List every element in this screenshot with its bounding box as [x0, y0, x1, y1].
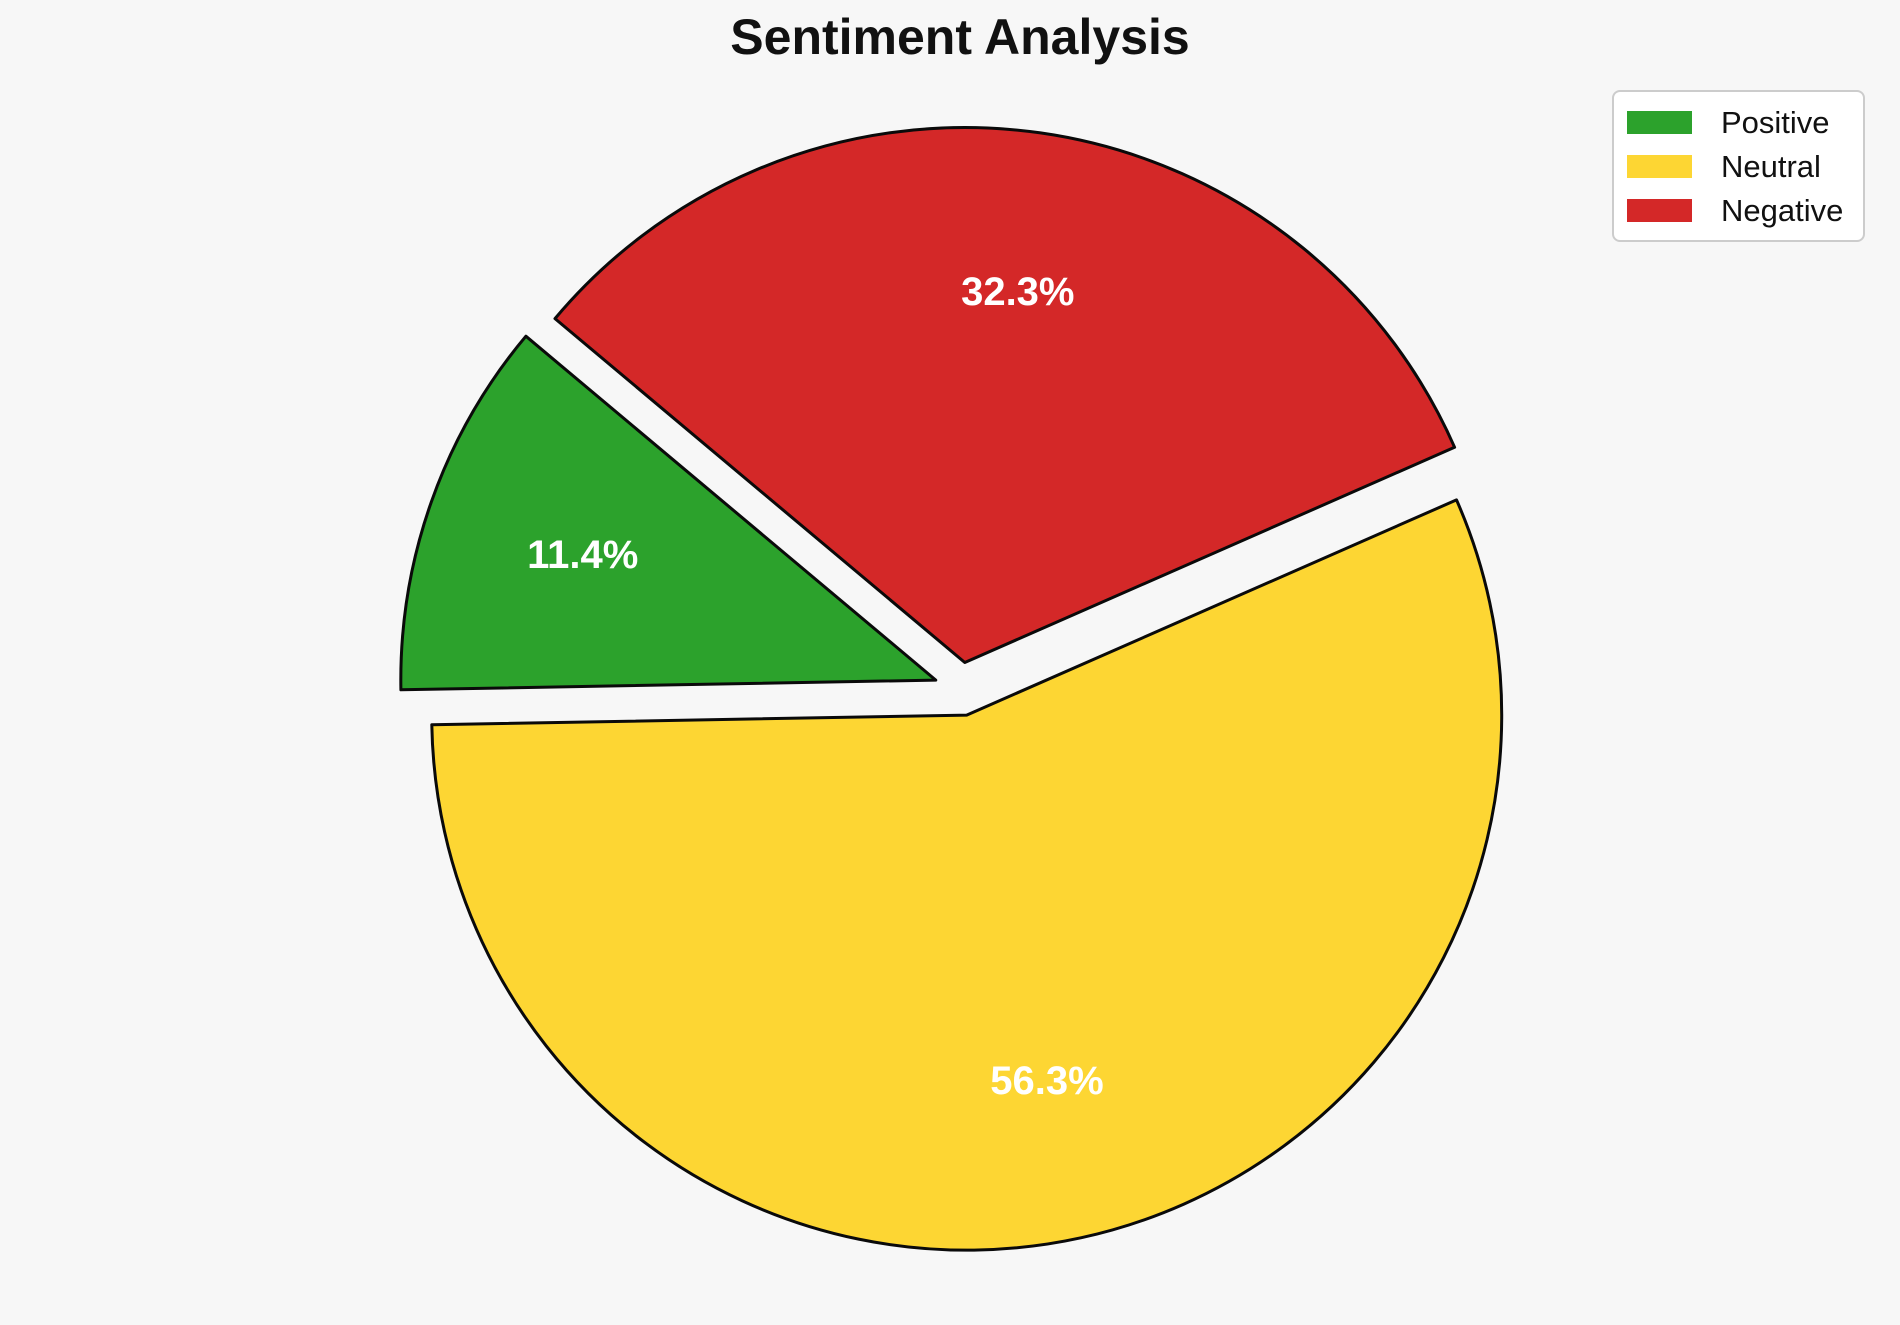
legend-box: Positive Neutral Negative	[1612, 90, 1866, 242]
pct-label-positive: 11.4%	[527, 533, 638, 577]
legend-label-neutral: Neutral	[1721, 148, 1821, 184]
legend-entry-neutral: Neutral	[1627, 144, 1843, 188]
legend-entry-positive: Positive	[1627, 100, 1843, 144]
legend-swatch-positive	[1627, 110, 1692, 134]
legend-label-positive: Positive	[1721, 104, 1830, 140]
legend-swatch-neutral	[1627, 154, 1692, 178]
pct-label-negative: 32.3%	[961, 270, 1074, 314]
pie-slice-neutral	[430, 498, 1504, 1252]
pct-label-neutral: 56.3%	[990, 1059, 1103, 1103]
pie-slice-positive	[399, 334, 938, 692]
legend-entry-negative: Negative	[1627, 188, 1843, 232]
pie-slice-negative	[553, 126, 1457, 664]
chart-title: Sentiment Analysis	[730, 9, 1190, 65]
legend-swatch-negative	[1627, 198, 1692, 222]
legend-label-negative: Negative	[1721, 192, 1844, 228]
